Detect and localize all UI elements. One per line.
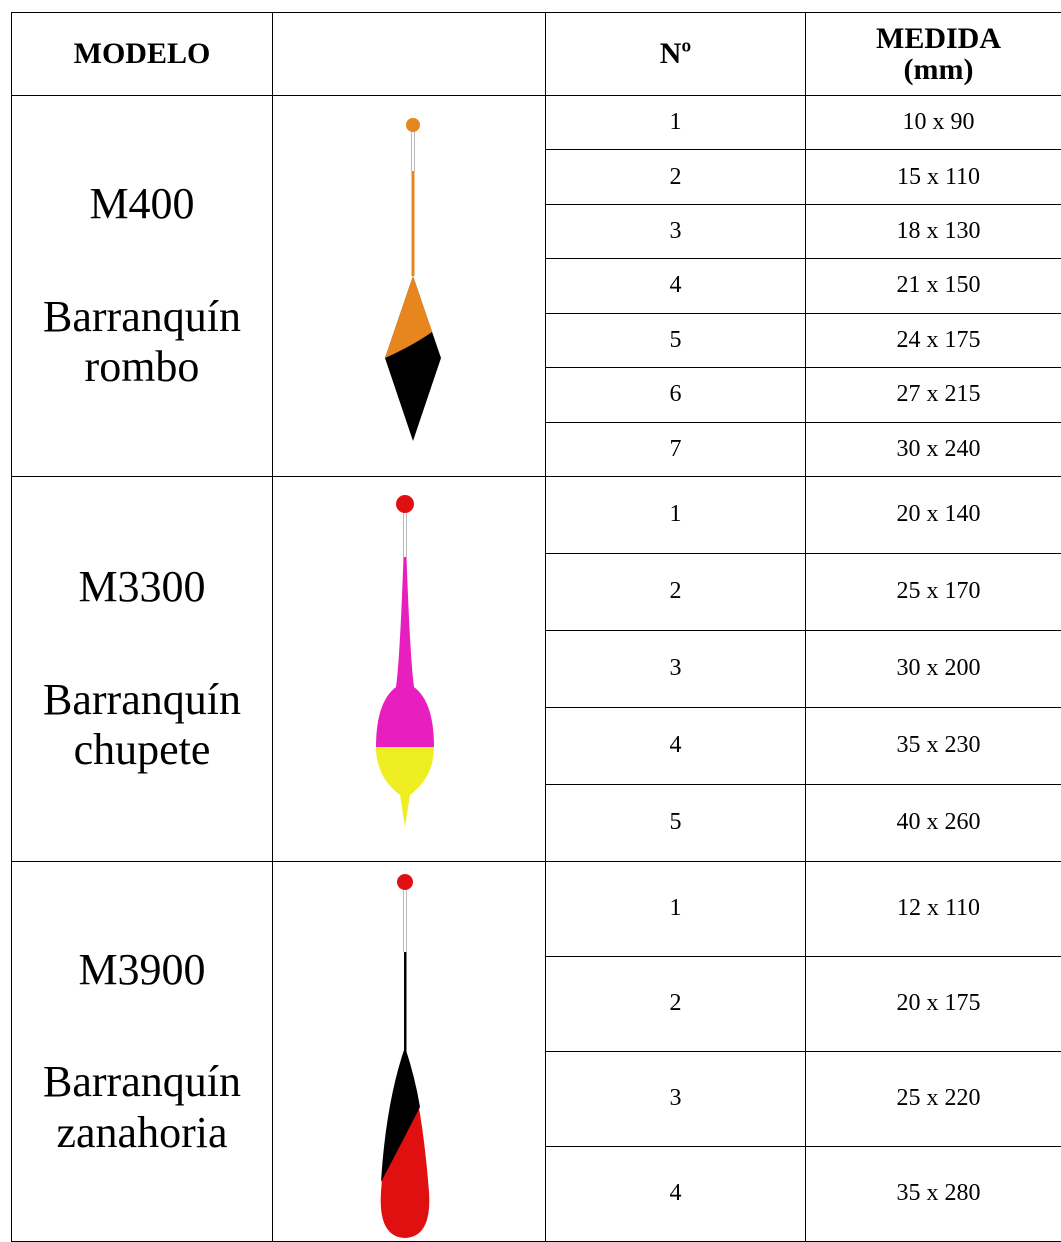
model-code: M3900 — [78, 944, 206, 994]
size-cell: 25 x 170 — [805, 552, 1061, 631]
model-cell: M3900 Barranquín zanahoria — [11, 860, 273, 1242]
size-cell: 25 x 220 — [805, 1050, 1061, 1147]
number-cell: 5 — [545, 783, 806, 862]
size-cell: 27 x 215 — [805, 367, 1061, 423]
float-rombo — [385, 118, 441, 441]
header-row: MODELO Nº MEDIDA (mm) — [11, 12, 1061, 96]
product-table: MODELO Nº MEDIDA (mm) M400 Barranquín rom… — [11, 12, 1061, 1242]
table-row: 4 35 x 230 — [12, 706, 1061, 785]
header-model: MODELO — [11, 12, 273, 96]
table-row: 2 20 x 175 — [12, 955, 1061, 1052]
model-name: Barranquín chupete — [43, 674, 241, 775]
number-cell: 1 — [545, 860, 806, 957]
table-row: 5 24 x 175 — [12, 312, 1061, 369]
number-cell: 5 — [545, 312, 806, 369]
number-cell: 4 — [545, 706, 806, 785]
model-cell: M400 Barranquín rombo — [11, 95, 273, 477]
number-cell: 1 — [545, 94, 806, 151]
size-cell: 18 x 130 — [805, 203, 1061, 260]
number-cell: 2 — [545, 552, 806, 631]
size-cell: 35 x 280 — [805, 1145, 1061, 1242]
model-name: Barranquín zanahoria — [43, 1057, 241, 1157]
table-row: 3 30 x 200 — [12, 629, 1061, 708]
size-cell: 40 x 260 — [805, 783, 1061, 862]
size-cell: 30 x 240 — [805, 421, 1061, 477]
model-code: M400 — [89, 179, 195, 229]
float-chupete — [376, 495, 434, 827]
number-cell: 7 — [545, 421, 806, 477]
number-cell: 1 — [545, 475, 806, 554]
size-cell: 20 x 175 — [805, 955, 1061, 1052]
size-cell: 35 x 230 — [805, 706, 1061, 785]
number-cell: 6 — [545, 367, 806, 423]
model-cell: M3300 Barranquín chupete — [11, 475, 273, 862]
model-code: M3300 — [78, 562, 206, 612]
size-cell: 20 x 140 — [805, 475, 1061, 554]
spacer — [12, 995, 272, 1057]
size-cell: 30 x 200 — [805, 629, 1061, 708]
table-row: M3900 Barranquín zanahoria 1 12 x 110 — [11, 860, 1061, 1242]
table-row: M3300 Barranquín chupete 1 20 x 140 — [11, 475, 1061, 862]
header-number: Nº — [545, 12, 806, 96]
table-row: 3 25 x 220 — [12, 1050, 1061, 1147]
table-row: 4 21 x 150 — [12, 258, 1061, 314]
spacer — [12, 613, 272, 675]
header-image — [272, 12, 546, 96]
number-cell: 4 — [545, 258, 806, 314]
number-cell: 2 — [545, 149, 806, 205]
header-size: MEDIDA (mm) — [805, 12, 1061, 96]
table-row: 7 30 x 240 — [12, 421, 1061, 477]
table-row: 2 15 x 110 — [12, 149, 1061, 205]
table-row: 5 40 x 260 — [12, 783, 1061, 862]
size-cell: 10 x 90 — [805, 94, 1061, 151]
number-cell: 3 — [545, 1050, 806, 1147]
spacer — [12, 230, 272, 292]
number-cell: 4 — [545, 1145, 806, 1242]
table-row: 4 35 x 280 — [12, 1145, 1061, 1242]
size-cell: 12 x 110 — [805, 860, 1061, 957]
size-cell: 24 x 175 — [805, 312, 1061, 369]
size-cell: 15 x 110 — [805, 149, 1061, 205]
table-row: M400 Barranquín rombo 1 10 x 90 — [11, 94, 1061, 477]
size-cell: 21 x 150 — [805, 258, 1061, 314]
model-name: Barranquín rombo — [43, 291, 241, 392]
number-cell: 3 — [545, 629, 806, 708]
number-cell: 3 — [545, 203, 806, 260]
table-row: 6 27 x 215 — [12, 367, 1061, 423]
table-row: 3 18 x 130 — [12, 203, 1061, 260]
float-zanahoria — [380, 874, 430, 1238]
number-cell: 2 — [545, 955, 806, 1052]
